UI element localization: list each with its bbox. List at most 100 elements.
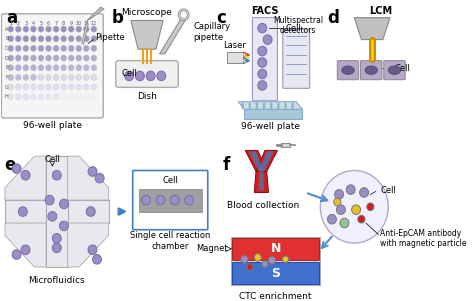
Circle shape — [53, 94, 59, 100]
Text: 10: 10 — [76, 21, 82, 26]
Text: 96-well plate: 96-well plate — [241, 122, 300, 131]
Polygon shape — [259, 172, 264, 191]
Circle shape — [248, 107, 251, 109]
Circle shape — [142, 195, 151, 205]
Circle shape — [8, 36, 14, 42]
Circle shape — [61, 65, 66, 71]
Circle shape — [91, 94, 97, 100]
Circle shape — [46, 36, 51, 42]
Text: Microscope: Microscope — [121, 8, 173, 17]
Circle shape — [53, 74, 59, 80]
Circle shape — [255, 104, 258, 107]
FancyBboxPatch shape — [253, 18, 277, 101]
Circle shape — [8, 84, 14, 90]
Circle shape — [263, 35, 272, 44]
Circle shape — [358, 216, 365, 223]
Circle shape — [38, 65, 44, 71]
Text: LCM: LCM — [370, 6, 392, 16]
Circle shape — [52, 170, 61, 180]
Circle shape — [16, 74, 21, 80]
Text: FACS: FACS — [251, 6, 279, 16]
Text: Magnet: Magnet — [196, 244, 228, 253]
Circle shape — [8, 45, 14, 51]
Circle shape — [8, 65, 14, 71]
Circle shape — [68, 84, 74, 90]
Circle shape — [76, 65, 82, 71]
Circle shape — [76, 55, 82, 61]
Circle shape — [61, 94, 66, 100]
Bar — [46, 156, 67, 267]
Circle shape — [23, 55, 29, 61]
Circle shape — [125, 71, 134, 81]
Text: b: b — [111, 9, 123, 27]
Circle shape — [178, 9, 189, 20]
Polygon shape — [245, 109, 302, 119]
Circle shape — [83, 36, 89, 42]
Circle shape — [91, 84, 97, 90]
Circle shape — [38, 36, 44, 42]
Text: Pipette: Pipette — [95, 33, 125, 42]
Polygon shape — [238, 102, 302, 109]
Text: Cell: Cell — [394, 64, 410, 73]
Circle shape — [292, 102, 294, 105]
Text: CTC enrichment: CTC enrichment — [239, 292, 312, 301]
Circle shape — [76, 94, 82, 100]
Text: Single cell reaction
chamber: Single cell reaction chamber — [130, 231, 210, 251]
Circle shape — [91, 55, 97, 61]
Text: d: d — [328, 9, 339, 27]
Text: B: B — [5, 36, 9, 41]
Circle shape — [367, 203, 374, 211]
Circle shape — [320, 170, 388, 243]
Circle shape — [18, 207, 27, 216]
Text: H: H — [5, 94, 9, 99]
Circle shape — [334, 198, 341, 206]
Circle shape — [21, 245, 30, 255]
Circle shape — [255, 105, 258, 108]
Circle shape — [76, 45, 82, 51]
Circle shape — [180, 11, 187, 19]
Text: 7: 7 — [55, 21, 58, 26]
Circle shape — [328, 214, 337, 224]
Circle shape — [21, 170, 30, 180]
Circle shape — [88, 167, 97, 176]
Circle shape — [76, 26, 82, 32]
Circle shape — [68, 45, 74, 51]
Text: Dish: Dish — [137, 92, 157, 101]
Circle shape — [48, 212, 57, 221]
Text: 8: 8 — [62, 21, 65, 26]
Circle shape — [284, 104, 287, 107]
Circle shape — [76, 84, 82, 90]
Circle shape — [46, 84, 51, 90]
Circle shape — [255, 107, 258, 109]
FancyBboxPatch shape — [384, 61, 405, 80]
Text: 96-well plate: 96-well plate — [23, 121, 82, 130]
Circle shape — [16, 55, 21, 61]
Text: c: c — [216, 9, 226, 27]
Circle shape — [83, 65, 89, 71]
Circle shape — [46, 65, 51, 71]
Text: Multispectral
detectors: Multispectral detectors — [273, 16, 323, 35]
Text: S: S — [271, 267, 280, 280]
Circle shape — [246, 264, 253, 270]
Circle shape — [258, 58, 267, 67]
Circle shape — [83, 26, 89, 32]
Circle shape — [284, 107, 287, 109]
Polygon shape — [254, 172, 268, 192]
Circle shape — [241, 105, 244, 108]
Circle shape — [52, 243, 61, 253]
Circle shape — [277, 102, 280, 105]
Circle shape — [360, 188, 369, 197]
Circle shape — [83, 84, 89, 90]
FancyBboxPatch shape — [133, 170, 208, 230]
Polygon shape — [5, 223, 46, 267]
Circle shape — [352, 205, 361, 214]
Circle shape — [91, 36, 97, 42]
Circle shape — [262, 261, 268, 268]
Text: 3: 3 — [24, 21, 27, 26]
Polygon shape — [160, 19, 186, 54]
Circle shape — [248, 104, 251, 107]
Circle shape — [53, 84, 59, 90]
Text: f: f — [223, 156, 230, 174]
Circle shape — [8, 55, 14, 61]
Circle shape — [59, 199, 68, 209]
